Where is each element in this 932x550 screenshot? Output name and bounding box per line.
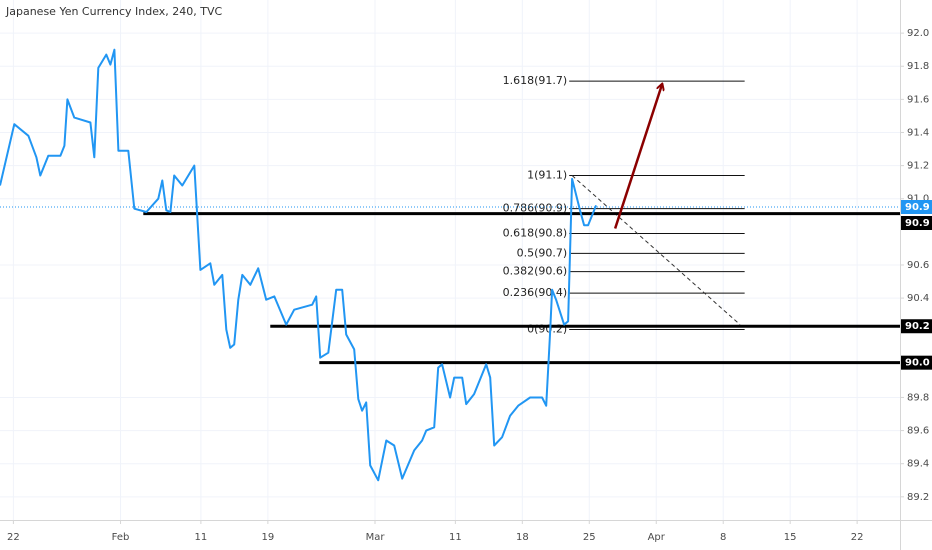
price-line bbox=[0, 48, 598, 482]
price-badge bbox=[901, 216, 932, 231]
x-tick-label: Feb bbox=[112, 532, 130, 543]
x-tick-label: 18 bbox=[516, 532, 529, 543]
fib-label: 0.5(90.7) bbox=[517, 246, 568, 259]
y-tick-label: 91.6 bbox=[907, 94, 929, 105]
chart-title: Japanese Yen Currency Index, 240, TVC bbox=[5, 5, 223, 18]
x-tick-label: 19 bbox=[261, 532, 274, 543]
price-badge-label: 90.9 bbox=[905, 202, 930, 213]
arrow bbox=[613, 84, 662, 229]
fib-label: 1.618(91.7) bbox=[503, 74, 568, 87]
fib-label: 1(91.1) bbox=[527, 169, 567, 182]
y-tick-label: 91.2 bbox=[907, 161, 929, 172]
price-badge-label: 90.2 bbox=[905, 321, 930, 332]
x-tick-label: 11 bbox=[449, 532, 462, 543]
fib-label: 0.618(90.8) bbox=[503, 227, 568, 240]
x-tick-label: 22 bbox=[851, 532, 864, 543]
y-tick-label: 89.4 bbox=[907, 459, 929, 470]
y-tick-label: 89.8 bbox=[907, 392, 929, 403]
y-tick-label: 90.6 bbox=[907, 260, 929, 271]
y-tick-label: 89.2 bbox=[907, 492, 929, 503]
x-tick-label: 25 bbox=[583, 532, 596, 543]
x-tick-label: 22 bbox=[7, 532, 20, 543]
y-tick-label: 91.8 bbox=[907, 61, 929, 72]
trendline bbox=[571, 175, 741, 325]
y-tick-label: 89.6 bbox=[907, 426, 929, 437]
fib-label: 0.382(90.6) bbox=[503, 265, 568, 278]
price-badge-label: 90.9 bbox=[905, 218, 930, 229]
price-badge bbox=[901, 355, 932, 370]
x-tick-label: 8 bbox=[720, 532, 726, 543]
fib-label: 0.236(90.4) bbox=[503, 286, 568, 299]
x-tick-label: Apr bbox=[648, 532, 666, 543]
x-tick-label: 11 bbox=[195, 532, 208, 543]
fib-label: 0(90.2) bbox=[527, 323, 567, 336]
price-badge bbox=[901, 200, 932, 215]
y-tick-label: 90.4 bbox=[907, 293, 929, 304]
x-tick-label: Mar bbox=[366, 532, 386, 543]
price-badge bbox=[901, 319, 932, 334]
y-tick-label: 92.0 bbox=[907, 28, 929, 39]
x-tick-label: 15 bbox=[784, 532, 797, 543]
y-tick-label: 91.0 bbox=[907, 194, 929, 205]
fib-label: 0.786(90.9) bbox=[503, 202, 568, 215]
y-tick-label: 91.4 bbox=[907, 127, 929, 138]
price-badge-label: 90.0 bbox=[905, 358, 930, 369]
